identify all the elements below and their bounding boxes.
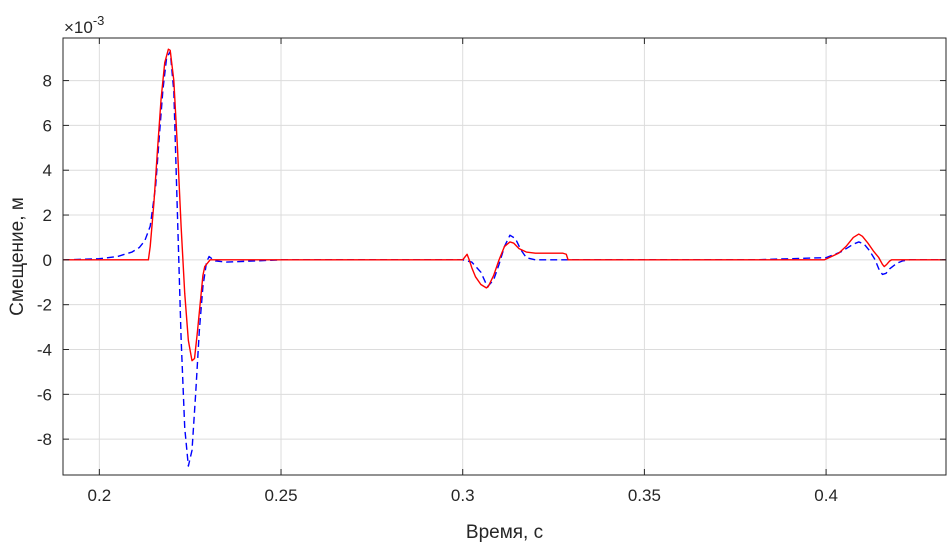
series-line-dashed-blue — [63, 50, 946, 467]
y-exponent-label: ×10-3 — [64, 13, 104, 37]
y-tick-label: 6 — [43, 116, 52, 135]
x-axis-title: Время, с — [466, 522, 543, 543]
y-tick-label: 4 — [43, 161, 52, 180]
plot-area-border — [62, 37, 947, 476]
x-tick-label: 0.2 — [88, 486, 112, 505]
y-tick-label: 0 — [43, 251, 52, 270]
y-tick-label: 2 — [43, 206, 52, 225]
y-tick-label: -2 — [37, 296, 52, 315]
ticks — [63, 38, 946, 475]
x-tick-label: 0.25 — [264, 486, 297, 505]
y-tick-label: -6 — [37, 385, 52, 404]
y-tick-label: -8 — [37, 430, 52, 449]
series-group — [63, 48, 946, 467]
y-tick-label: -4 — [37, 341, 52, 360]
y-axis-title: Смещение, м — [7, 197, 28, 316]
x-tick-label: 0.35 — [628, 486, 661, 505]
x-tick-label: 0.3 — [451, 486, 475, 505]
tick-labels: 0.2 0.25 0.3 0.35 0.4 -8 -6 -4 -2 0 2 4 6 8 — [37, 72, 838, 505]
x-tick-label: 0.4 — [814, 486, 838, 505]
series-line-solid-red — [63, 48, 946, 362]
y-tick-label: 8 — [43, 72, 52, 91]
